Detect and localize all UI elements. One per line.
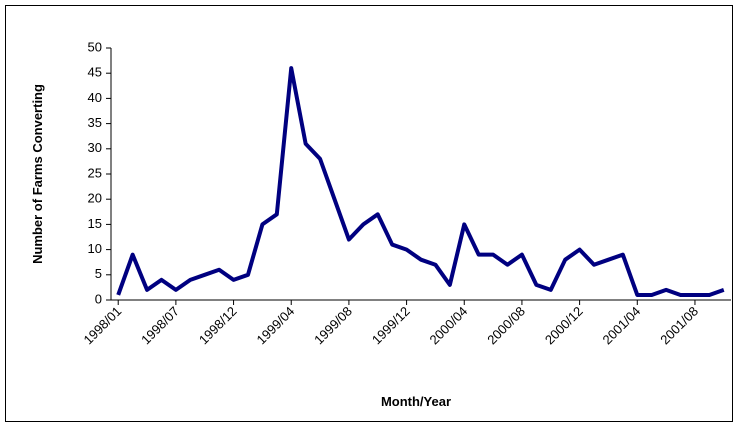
y-tick-label: 30	[88, 140, 102, 155]
x-axis-title: Month/Year	[381, 394, 451, 409]
y-tick-label: 25	[88, 165, 102, 180]
y-tick-label: 50	[88, 39, 102, 54]
y-tick-label: 0	[95, 291, 102, 306]
y-tick-label: 40	[88, 90, 102, 105]
y-axis-title: Number of Farms Converting	[30, 84, 45, 264]
y-tick-label: 15	[88, 216, 102, 231]
y-tick-label: 20	[88, 191, 102, 206]
data-line	[116, 66, 725, 297]
y-tick-label: 45	[88, 65, 102, 80]
chart-frame	[5, 5, 733, 422]
y-tick-label: 10	[88, 241, 102, 256]
y-tick-label: 35	[88, 115, 102, 130]
y-tick-label: 5	[95, 266, 102, 281]
